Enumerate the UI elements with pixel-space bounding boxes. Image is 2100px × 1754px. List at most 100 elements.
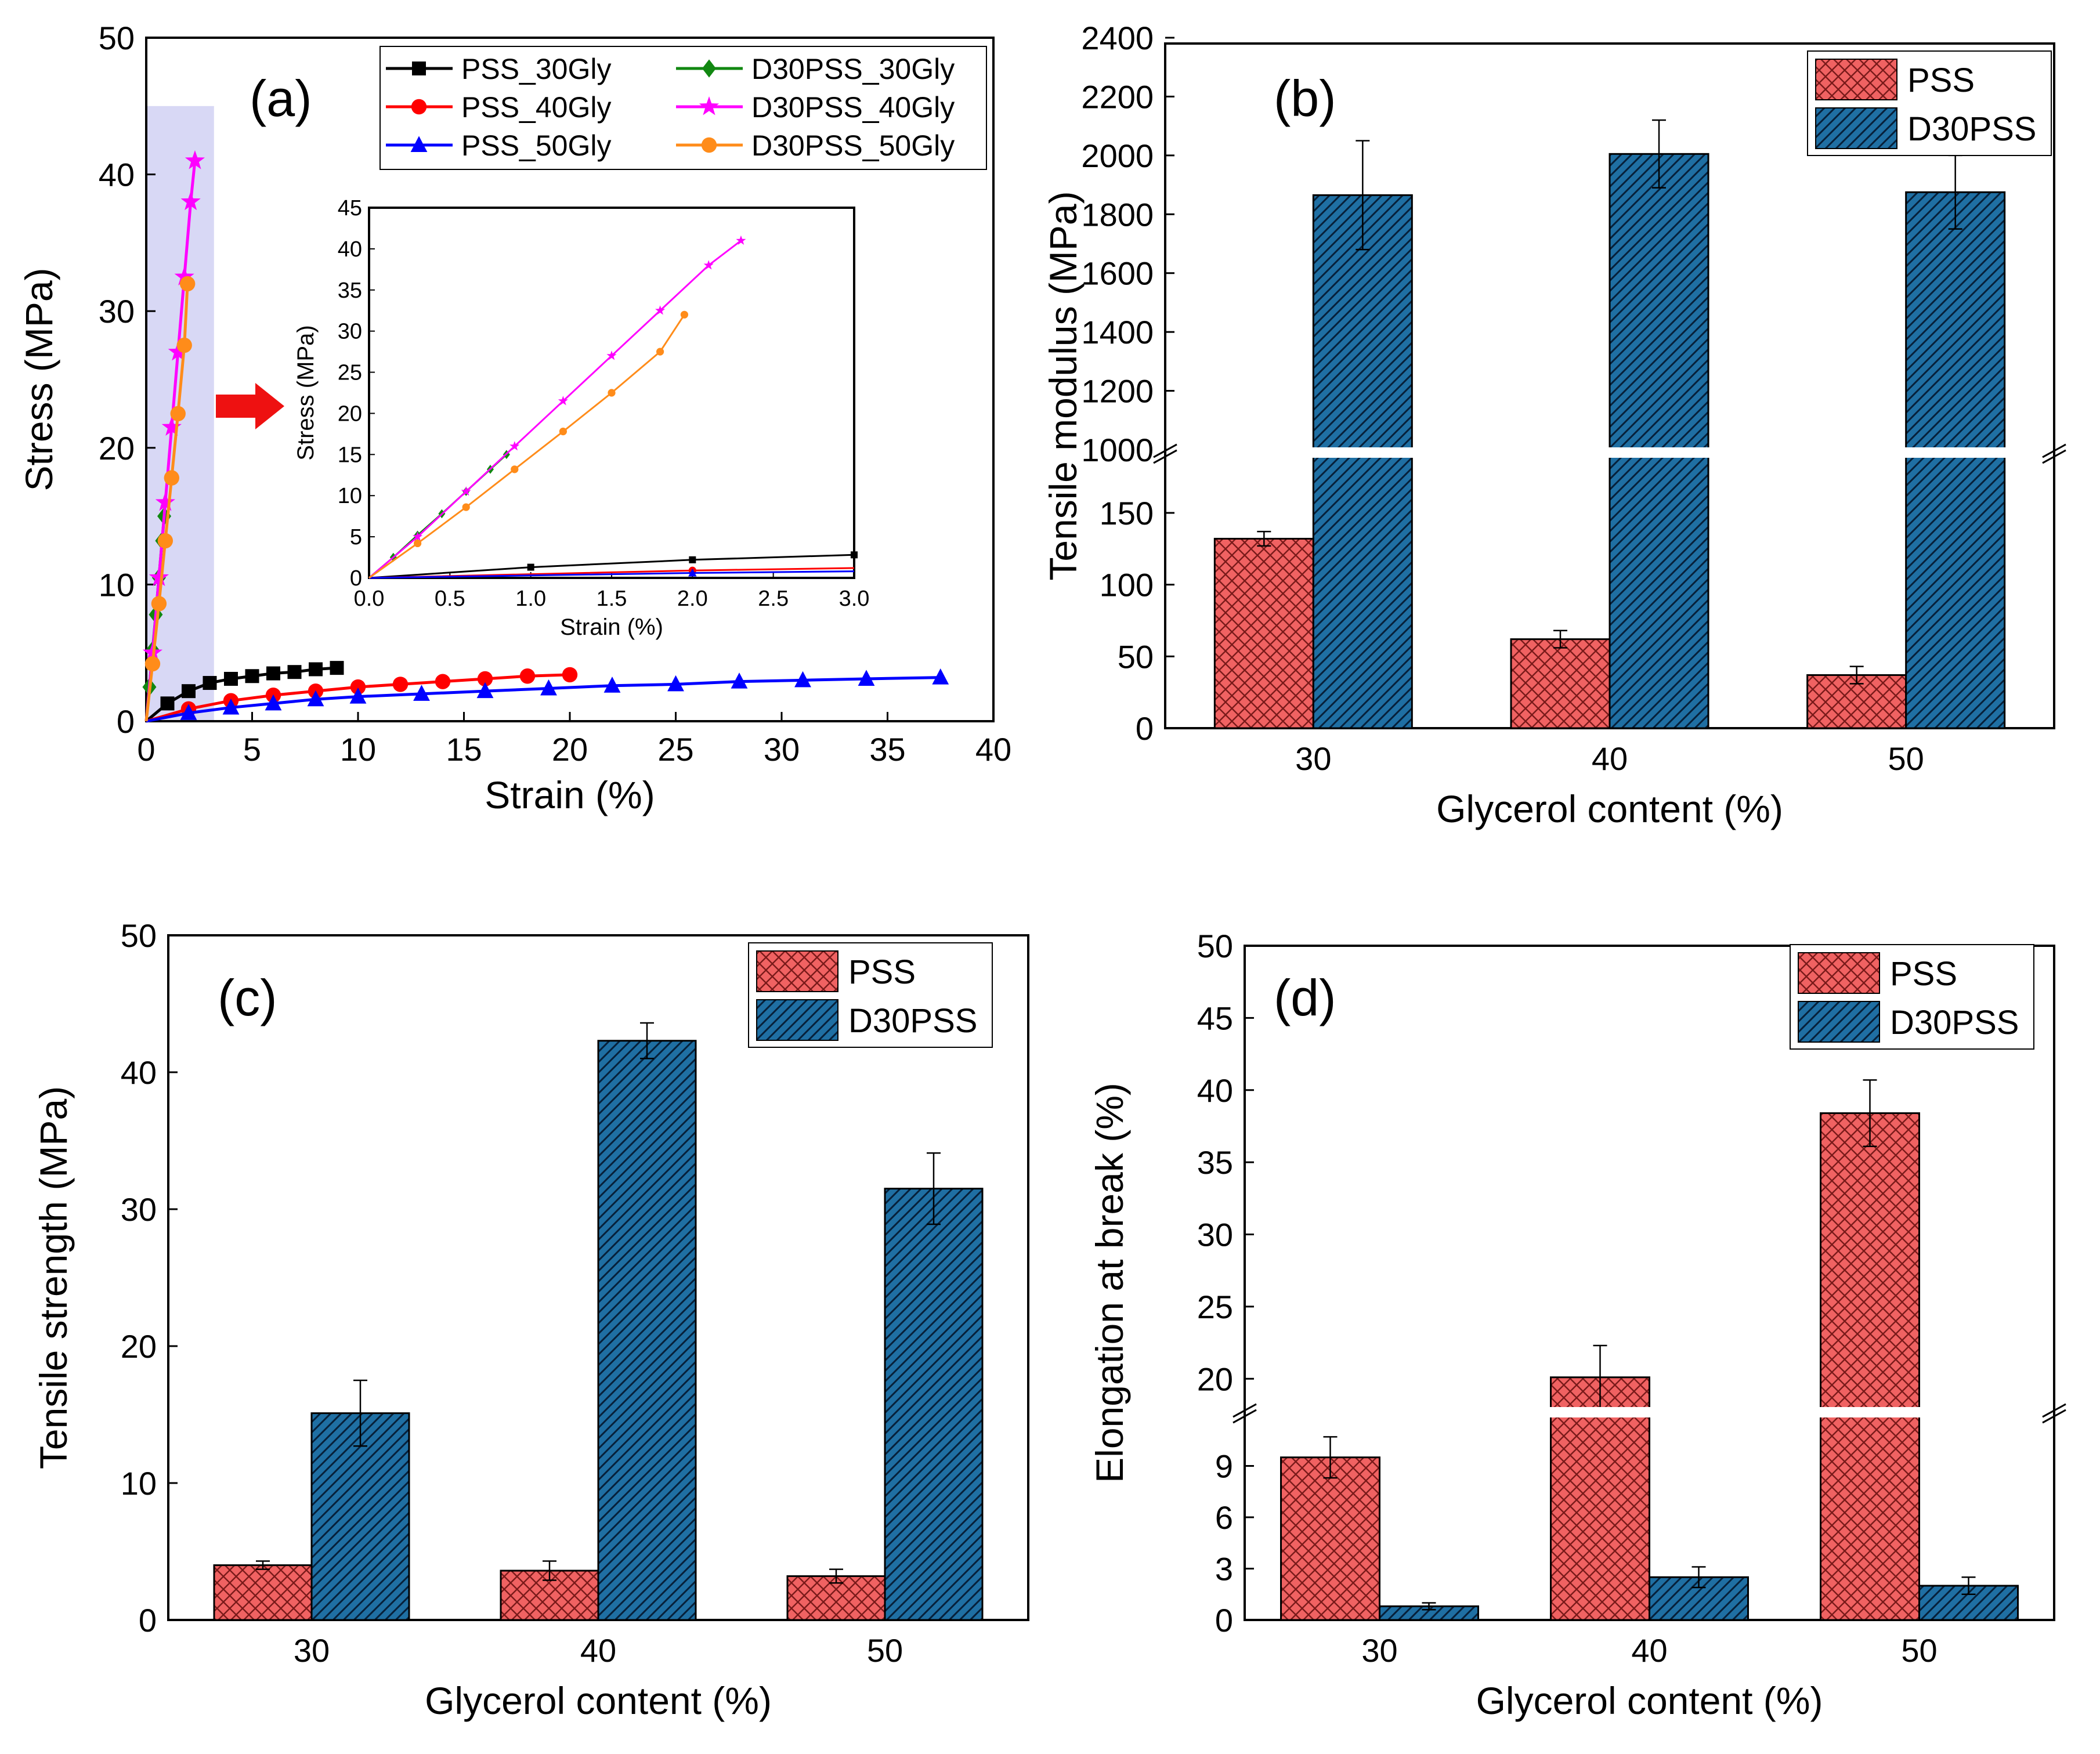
legend: PSS D30PSS — [1807, 50, 2052, 156]
x-tick-label: 30 — [1361, 1632, 1397, 1669]
data-point-D30PSS_50Gly — [144, 656, 161, 672]
series-line-PSS_30Gly — [145, 666, 337, 722]
y-tick-label: 1800 — [1081, 196, 1154, 233]
data-point-PSS_30Gly — [287, 665, 302, 679]
axis-break-gap — [1168, 447, 2052, 458]
x-tick-label: 50 — [1901, 1632, 1937, 1669]
y-axis-title: Tensile modulus (MPa) — [1042, 191, 1085, 580]
panel-label: (b) — [1274, 70, 1336, 127]
inset-data-point-D30PSS_50Gly — [656, 348, 664, 356]
inset-x-tick-label: 2.5 — [758, 587, 789, 611]
panel-label: (a) — [250, 70, 312, 127]
bar-D30PSS-40 — [1609, 153, 1709, 729]
data-point-PSS_50Gly — [667, 675, 684, 692]
bar-D30PSS-40 — [597, 1040, 697, 1621]
y-tick-label: 150 — [1100, 495, 1154, 531]
data-point-PSS_50Gly — [731, 672, 748, 689]
data-point-D30PSS_50Gly — [151, 596, 167, 612]
inset-data-point-D30PSS_40Gly — [655, 305, 666, 315]
inset-y-tick-label: 25 — [338, 361, 362, 385]
data-point-PSS_40Gly — [350, 679, 366, 695]
data-point-PSS_40Gly — [392, 677, 409, 692]
y-tick-label: 30 — [1197, 1217, 1233, 1253]
inset-data-point-PSS_50Gly — [688, 568, 697, 577]
data-point-PSS_30Gly — [330, 661, 344, 675]
panel-label: (c) — [218, 969, 277, 1026]
inset-data-point-D30PSS_50Gly — [559, 428, 568, 436]
y-tick-label: 0 — [117, 703, 135, 740]
data-point-D30PSS_50Gly — [157, 533, 174, 549]
y-axis-title: Stress (MPa) — [17, 267, 60, 491]
data-point-D30PSS_40Gly — [168, 341, 188, 361]
data-point-PSS_50Gly — [180, 704, 197, 720]
x-tick-label: 20 — [552, 731, 588, 768]
axis-break-gap — [1247, 1407, 2052, 1417]
x-axis-title: Glycerol content (%) — [425, 1679, 772, 1722]
bar-D30PSS-50 — [884, 1188, 984, 1621]
legend-swatch — [1798, 1001, 1880, 1043]
y-tick-label: 1000 — [1081, 432, 1154, 468]
inset-x-tick-label: 0.0 — [354, 587, 385, 611]
inset-y-tick-label: 15 — [338, 443, 362, 467]
y-tick-label: 50 — [1197, 928, 1233, 964]
y-tick-label: 6 — [1215, 1499, 1233, 1536]
data-point-PSS_50Gly — [794, 671, 811, 688]
inset-data-point-D30PSS_50Gly — [511, 465, 519, 473]
legend-label: D30PSS — [1890, 1004, 2019, 1041]
inset-x-tick-label: 1.0 — [515, 587, 546, 611]
axis-break-mark — [2042, 1403, 2066, 1418]
y-tick-label: 0 — [139, 1602, 157, 1639]
data-point-PSS_50Gly — [222, 698, 240, 715]
data-point-D30PSS_50Gly — [176, 337, 192, 353]
y-tick-label: 0 — [1136, 710, 1154, 747]
x-tick-label: 30 — [764, 731, 800, 768]
y-tick-label: 50 — [121, 917, 157, 954]
y-tick-label: 45 — [1197, 1000, 1233, 1036]
data-point-D30PSS_40Gly — [155, 492, 175, 511]
y-tick-label: 1200 — [1081, 373, 1154, 410]
inset-y-tick-label: 5 — [350, 525, 362, 549]
y-tick-label: 30 — [121, 1191, 157, 1228]
legend-label: PSS — [1890, 955, 1957, 993]
legend-swatch — [756, 999, 838, 1041]
inset-x-tick-label: 0.5 — [435, 587, 465, 611]
data-point-D30PSS_50Gly — [164, 470, 179, 486]
data-point-PSS_30Gly — [224, 671, 238, 686]
inset-x-axis-title: Strain (%) — [560, 614, 663, 640]
legend-label: D30PSS_40Gly — [751, 91, 955, 124]
y-tick-label: 0 — [1215, 1602, 1233, 1639]
inset-series-line-PSS_30Gly — [368, 554, 855, 579]
inset-data-point-D30PSS_50Gly — [462, 503, 470, 511]
data-point-D30PSS_40Gly — [180, 191, 201, 211]
data-point-D30PSS_40Gly — [161, 417, 182, 436]
zoom-arrow — [216, 383, 284, 429]
inset-data-point-PSS_30Gly — [851, 551, 858, 559]
data-point-PSS_50Gly — [413, 685, 430, 701]
data-point-PSS_30Gly — [266, 666, 280, 681]
inset-y-tick-label: 30 — [338, 320, 362, 344]
bar-D30PSS-30 — [1312, 194, 1413, 729]
inset-data-point-D30PSS_40Gly — [736, 235, 746, 245]
legend-marker — [412, 62, 426, 75]
axis-break-mark — [1153, 449, 1177, 464]
bar-PSS-40 — [1550, 1376, 1650, 1621]
inset-y-tick-label: 10 — [338, 484, 362, 508]
data-point-PSS_40Gly — [435, 674, 451, 689]
y-tick-label: 2400 — [1081, 20, 1154, 56]
axis-break-mark — [2042, 1409, 2066, 1424]
y-tick-label: 50 — [1118, 638, 1154, 675]
legend: PSS_30Gly PSS_40Gly PSS_50Gly D30PSS_30Gly D… — [379, 46, 987, 170]
y-tick-label: 100 — [1100, 567, 1154, 603]
inset-data-point-D30PSS_40Gly — [558, 396, 568, 406]
bar-PSS-40 — [1510, 638, 1611, 729]
inset-data-point-PSS_30Gly — [689, 556, 696, 563]
y-tick-label: 10 — [99, 566, 135, 603]
x-axis-title: Strain (%) — [485, 773, 655, 816]
data-point-D30PSS_50Gly — [179, 276, 196, 292]
data-point-PSS_40Gly — [562, 667, 578, 683]
inset-data-point-D30PSS_40Gly — [461, 486, 471, 496]
data-point-PSS_50Gly — [932, 668, 949, 685]
inset-x-tick-label: 2.0 — [677, 587, 708, 611]
x-tick-label: 30 — [294, 1632, 330, 1669]
